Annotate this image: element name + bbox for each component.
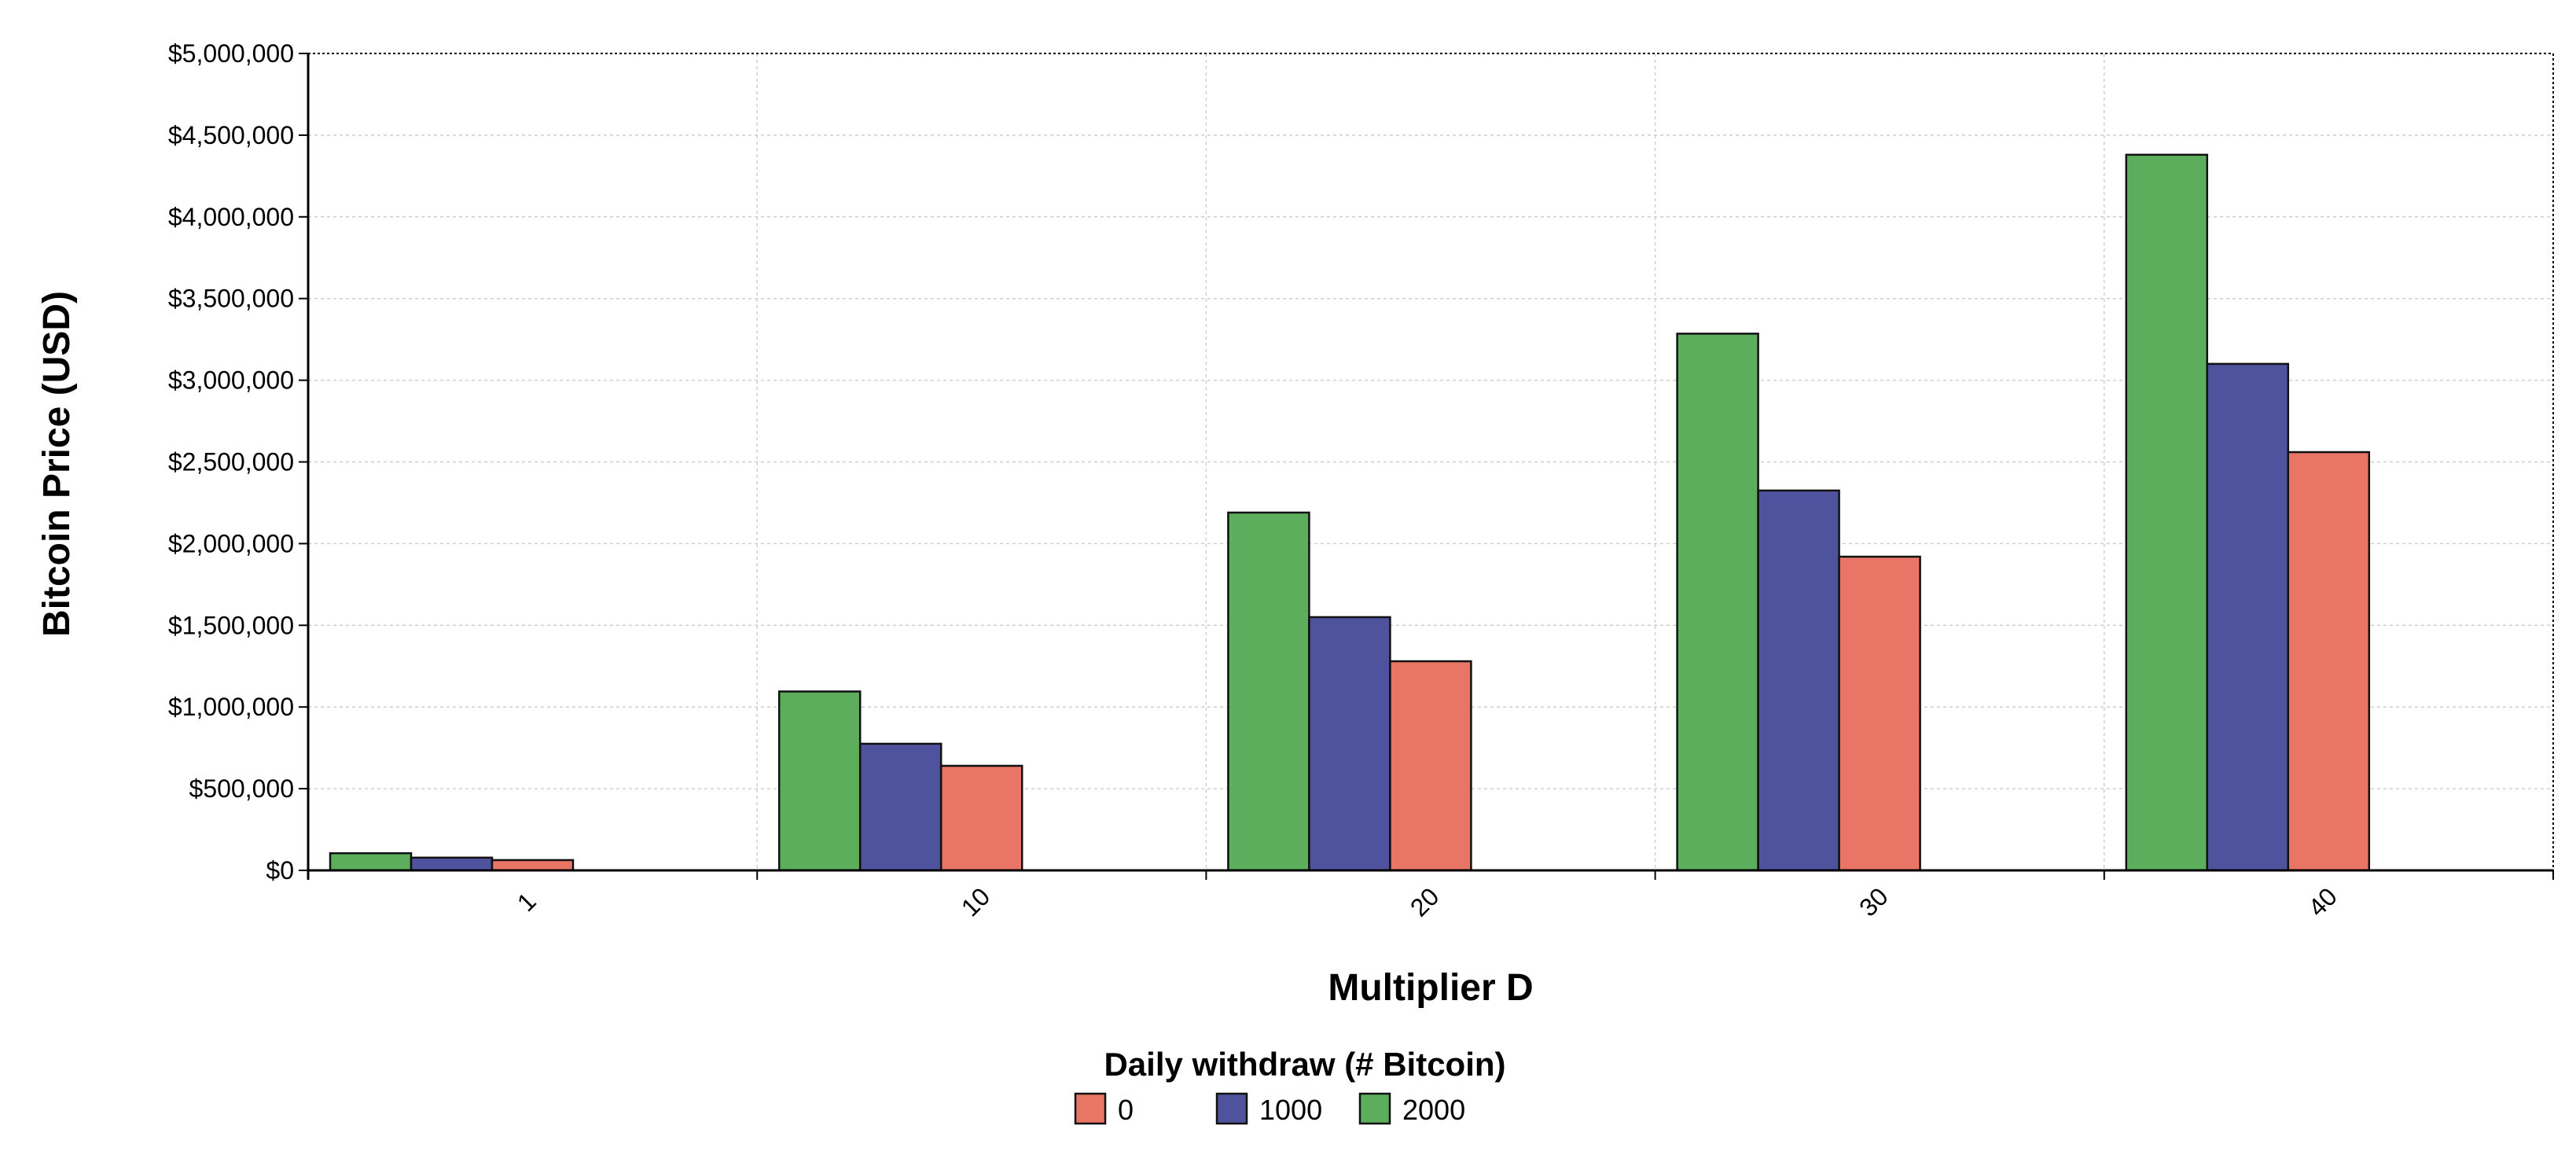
bar-2000-40 (2125, 153, 2209, 872)
legend-label-0: 0 (1118, 1094, 1134, 1126)
legend-label-2000: 2000 (1402, 1094, 1465, 1126)
x-tick-label: 1 (512, 887, 542, 917)
bar-1000-20 (1308, 616, 1391, 872)
x-tick-label: 30 (1854, 882, 1894, 922)
y-tick-label: $4,500,000 (168, 121, 294, 149)
x-tick-label: 40 (2302, 882, 2343, 922)
y-tick-label: $500,000 (189, 774, 294, 803)
legend: Daily withdraw (# Bitcoin) 0 1000 2000 (1074, 1046, 1506, 1126)
bar-2000-10 (777, 690, 862, 872)
bar-0-1 (491, 859, 575, 872)
bar-0-40 (2287, 451, 2371, 872)
y-tick-label: $3,500,000 (168, 285, 294, 313)
bar-0-10 (939, 764, 1023, 872)
x-tick-label: 10 (956, 882, 996, 922)
y-tick-label: $5,000,000 (168, 39, 294, 68)
legend-swatch-2000 (1358, 1092, 1391, 1125)
x-axis-title: Multiplier D (1328, 967, 1533, 1009)
bar-2000-20 (1227, 511, 1310, 872)
y-tick-label: $0 (266, 856, 294, 885)
y-tick-label: $1,000,000 (168, 693, 294, 721)
y-tick-label: $3,000,000 (168, 366, 294, 395)
bars (329, 153, 2371, 872)
legend-label-1000: 1000 (1259, 1094, 1322, 1126)
legend-title: Daily withdraw (# Bitcoin) (1104, 1046, 1505, 1083)
bar-0-20 (1389, 660, 1472, 872)
bar-2000-30 (1676, 333, 1759, 872)
bar-1000-10 (858, 742, 943, 872)
bar-1000-30 (1757, 489, 1840, 872)
x-axis-ticks: 1 10 20 30 40 (512, 870, 2554, 922)
legend-swatch-0 (1074, 1092, 1107, 1125)
legend-swatch-1000 (1215, 1092, 1248, 1125)
grid-lines (308, 53, 2553, 870)
x-tick-label: 20 (1405, 882, 1445, 922)
y-tick-label: $4,000,000 (168, 203, 294, 231)
y-tick-label: $2,000,000 (168, 529, 294, 557)
bar-1000-1 (410, 856, 494, 872)
axes (307, 53, 2554, 880)
bar-1000-40 (2206, 362, 2290, 872)
bar-2000-1 (329, 852, 413, 872)
y-tick-label: $1,500,000 (168, 611, 294, 639)
y-axis-title: Bitcoin Price (USD) (36, 291, 78, 637)
bar-0-30 (1838, 555, 1921, 872)
y-axis-ticks: $0 $500,000 $1,000,000 $1,500,000 $2,000,000… (168, 39, 308, 885)
y-tick-label: $2,500,000 (168, 448, 294, 476)
